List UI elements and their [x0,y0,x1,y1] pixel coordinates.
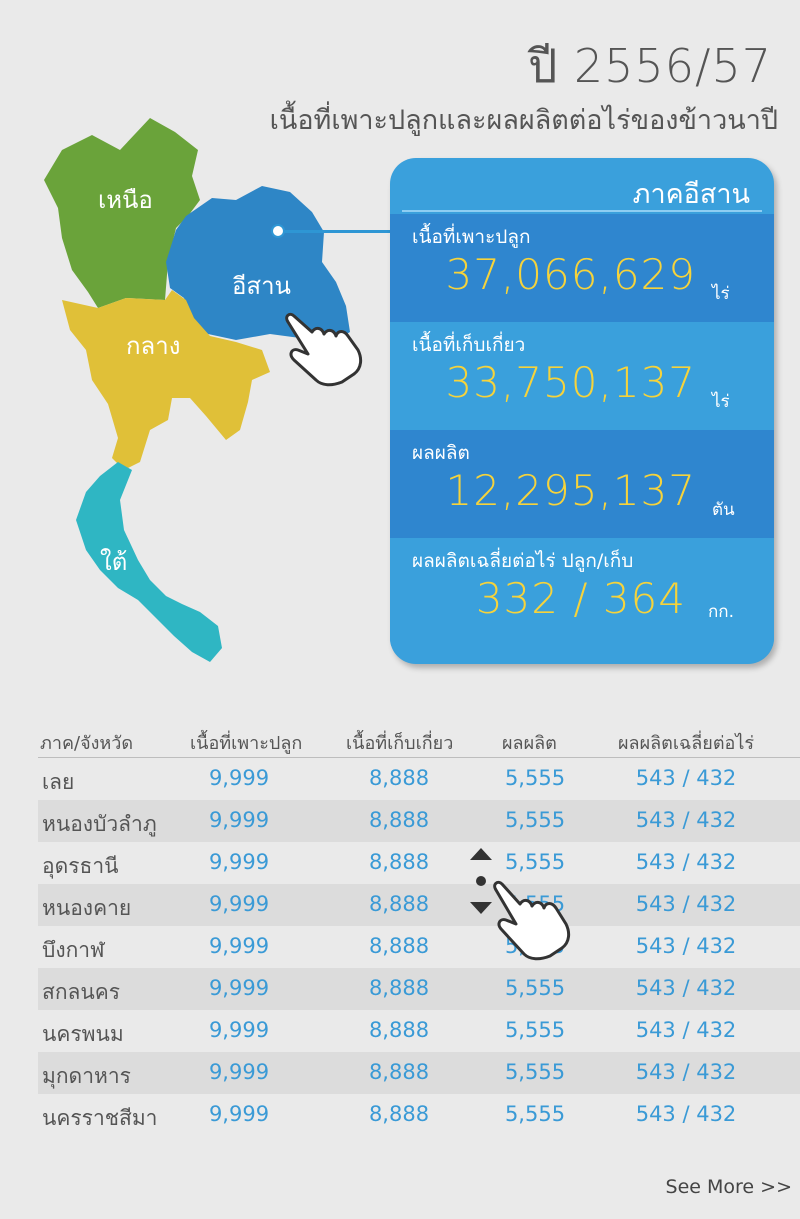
stat-unit: ตัน [712,500,735,520]
table-cell: 5,555 [504,1102,566,1126]
region-central-shape[interactable] [62,290,270,470]
table-row[interactable]: อุดรธานี 9,999 8,888 5,555 543 / 432 [38,842,800,884]
province-table: ภาค/จังหวัด เนื้อที่เพาะปลูก เนื้อที่เก็… [38,720,800,1136]
table-body[interactable]: เลย 9,999 8,888 5,555 543 / 432 หนองบัวลำภู 9,… [38,758,800,1136]
province-name: หนองบัวลำภู [42,812,157,836]
hand-pointer-icon [285,312,363,387]
stat-label: ผลผลิตเฉลี่ยต่อไร่ ปลูก/เก็บ [412,550,634,572]
table-cell: 9,999 [208,976,270,1000]
stat-yield-per-rai: ผลผลิตเฉลี่ยต่อไร่ ปลูก/เก็บ 332 / 364 ก… [390,538,774,646]
table-cell: 8,888 [368,892,430,916]
table-cell: 543 / 432 [635,808,737,832]
connector-dot [271,224,285,238]
column-header: ผลผลิตเฉลี่ยต่อไร่ [618,733,755,754]
region-south-shape[interactable] [76,462,222,662]
stat-value: 33,750,137 [445,358,696,407]
table-cell: 9,999 [208,934,270,958]
table-cell: 543 / 432 [635,1018,737,1042]
column-header: ผลผลิต [502,733,557,754]
table-cell: 8,888 [368,1018,430,1042]
connector-line [278,230,394,233]
table-cell: 543 / 432 [635,934,737,958]
province-name: เลย [42,770,75,794]
stat-harvested-area: เนื้อที่เก็บเกี่ยว 33,750,137 ไร่ [390,322,774,430]
table-cell: 8,888 [368,850,430,874]
province-name: นครราชสีมา [42,1106,158,1130]
table-row[interactable]: หนองบัวลำภู 9,999 8,888 5,555 543 / 432 [38,800,800,842]
hand-pointer-icon [493,880,571,961]
region-label-north: เหนือ [98,186,153,214]
table-row[interactable]: มุกดาหาร 9,999 8,888 5,555 543 / 432 [38,1052,800,1094]
table-cell: 5,555 [504,976,566,1000]
table-cell: 5,555 [504,1060,566,1084]
region-label-south: ใต้ [100,548,128,576]
table-cell: 5,555 [504,766,566,790]
table-cell: 9,999 [208,1060,270,1084]
stat-production: ผลผลิต 12,295,137 ตัน [390,430,774,538]
table-cell: 5,555 [504,808,566,832]
stat-unit: ไร่ [712,392,730,412]
column-header: เนื้อที่เพาะปลูก [190,733,303,754]
table-header: ภาค/จังหวัด เนื้อที่เพาะปลูก เนื้อที่เก็… [38,720,800,758]
stat-value: 332 / 364 [475,574,686,623]
table-cell: 9,999 [208,1018,270,1042]
stat-label: เนื้อที่เก็บเกี่ยว [412,334,526,356]
stat-label: ผลผลิต [412,442,470,464]
page-subtitle: เนื้อที่เพาะปลูกและผลผลิตต่อไร่ของข้าวนา… [269,105,778,136]
region-info-panel: ภาคอีสาน เนื้อที่เพาะปลูก 37,066,629 ไร่… [390,158,774,664]
table-row[interactable]: เลย 9,999 8,888 5,555 543 / 432 [38,758,800,800]
table-cell: 9,999 [208,892,270,916]
table-cell: 543 / 432 [635,850,737,874]
table-cell: 9,999 [208,766,270,790]
region-label-central: กลาง [126,332,181,360]
province-name: อุดรธานี [42,854,119,878]
table-cell: 8,888 [368,1060,430,1084]
column-header: เนื้อที่เก็บเกี่ยว [346,733,454,754]
region-north-shape[interactable] [44,118,200,308]
table-cell: 9,999 [208,808,270,832]
year-title: ปี 2556/57 [528,39,772,93]
province-name: สกลนคร [42,980,121,1004]
stat-label: เนื้อที่เพาะปลูก [412,226,531,248]
table-cell: 8,888 [368,976,430,1000]
table-cell: 543 / 432 [635,766,737,790]
stat-value: 37,066,629 [445,250,696,299]
table-cell: 5,555 [504,850,566,874]
province-name: บึงกาฬ [42,938,105,962]
table-cell: 543 / 432 [635,892,737,916]
table-row[interactable]: นครราชสีมา 9,999 8,888 5,555 543 / 432 [38,1094,800,1136]
scroll-indicator-icon[interactable] [466,846,496,916]
stat-value: 12,295,137 [445,466,696,515]
table-cell: 8,888 [368,808,430,832]
table-cell: 9,999 [208,850,270,874]
region-isan-shape[interactable] [166,186,350,344]
table-cell: 543 / 432 [635,976,737,1000]
thailand-map [44,118,350,662]
province-name: หนองคาย [42,896,132,920]
table-cell: 9,999 [208,1102,270,1126]
province-name: นครพนม [42,1022,124,1046]
table-cell: 8,888 [368,934,430,958]
table-row[interactable]: นครพนม 9,999 8,888 5,555 543 / 432 [38,1010,800,1052]
table-cell: 543 / 432 [635,1102,737,1126]
region-label-isan: อีสาน [232,272,291,300]
table-cell: 8,888 [368,1102,430,1126]
stat-planted-area: เนื้อที่เพาะปลูก 37,066,629 ไร่ [390,214,774,322]
table-cell: 5,555 [504,1018,566,1042]
province-name: มุกดาหาร [42,1064,131,1088]
column-header: ภาค/จังหวัด [40,733,134,754]
panel-title: ภาคอีสาน [632,179,750,210]
stat-unit: กก. [708,602,734,622]
stat-unit: ไร่ [712,284,730,304]
panel-divider [402,210,762,212]
table-row[interactable]: สกลนคร 9,999 8,888 5,555 543 / 432 [38,968,800,1010]
table-cell: 543 / 432 [635,1060,737,1084]
table-cell: 8,888 [368,766,430,790]
see-more-link[interactable]: See More >> [665,1176,792,1198]
